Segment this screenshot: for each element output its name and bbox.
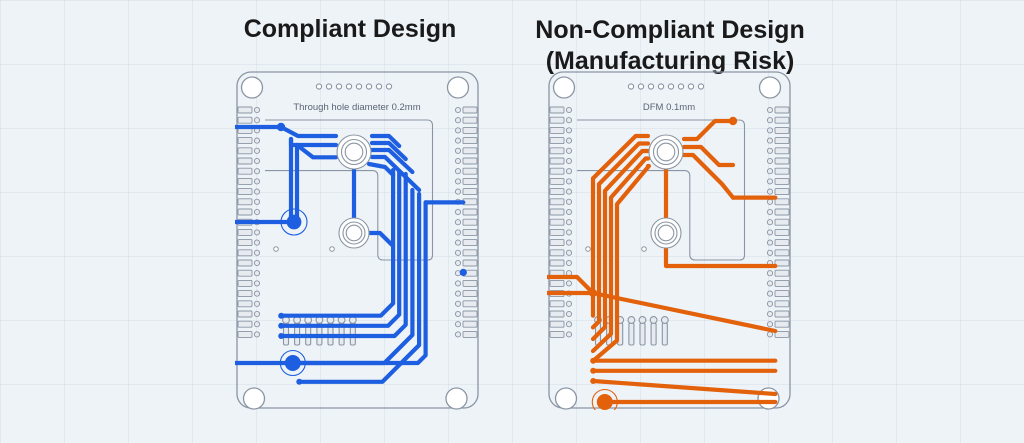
svg-text:Through hole diameter 0.2mm: Through hole diameter 0.2mm <box>293 102 420 113</box>
svg-text:DFM 0.1mm: DFM 0.1mm <box>643 102 695 113</box>
